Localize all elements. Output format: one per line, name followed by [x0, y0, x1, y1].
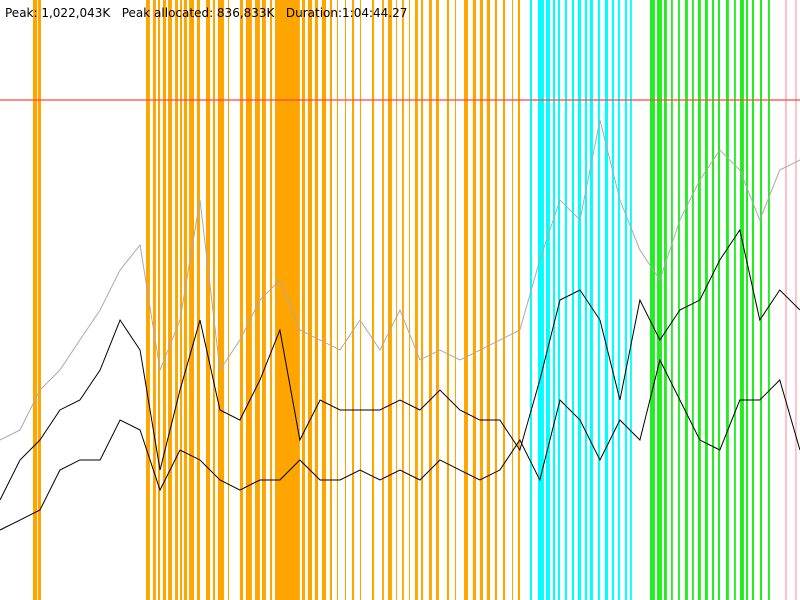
span	[795, 0, 797, 600]
span	[336, 0, 338, 600]
span	[157, 0, 161, 600]
span	[307, 0, 313, 600]
span	[382, 0, 384, 600]
span	[671, 0, 673, 600]
span	[624, 0, 627, 600]
span	[261, 0, 266, 600]
span	[371, 0, 375, 600]
span	[360, 0, 362, 600]
span	[611, 0, 614, 600]
span	[740, 0, 744, 600]
span	[329, 0, 333, 600]
span	[529, 0, 532, 600]
span	[196, 0, 200, 600]
span	[245, 0, 252, 600]
span	[557, 0, 561, 600]
span	[486, 0, 490, 600]
span	[502, 0, 506, 600]
span	[617, 0, 620, 600]
span	[217, 0, 225, 600]
span	[301, 0, 306, 600]
span	[512, 0, 514, 600]
span	[436, 0, 439, 600]
span	[314, 0, 319, 600]
span	[464, 0, 468, 600]
span	[205, 0, 211, 600]
span	[589, 0, 593, 600]
span	[239, 0, 244, 600]
span	[494, 0, 497, 600]
span	[37, 0, 41, 600]
span	[270, 0, 273, 600]
span	[751, 0, 755, 600]
span	[429, 0, 432, 600]
lines	[0, 119, 800, 531]
span	[597, 0, 600, 600]
span	[32, 0, 38, 600]
span	[396, 0, 398, 600]
span	[537, 0, 544, 600]
span	[552, 0, 556, 600]
span	[650, 0, 655, 600]
span	[454, 0, 456, 600]
span	[180, 0, 183, 600]
span	[517, 0, 521, 600]
span	[189, 0, 195, 600]
span	[711, 0, 715, 600]
span	[146, 0, 150, 600]
span	[577, 0, 582, 600]
span	[692, 0, 694, 600]
span	[564, 0, 568, 600]
span	[409, 0, 411, 600]
span	[420, 0, 424, 600]
span	[678, 0, 680, 600]
span	[175, 0, 178, 600]
span	[657, 0, 662, 600]
span	[388, 0, 392, 600]
span	[183, 0, 188, 600]
span	[472, 0, 476, 600]
series-line	[0, 119, 800, 441]
span	[227, 0, 230, 600]
span	[726, 0, 729, 600]
spans	[32, 0, 797, 600]
span	[153, 0, 156, 600]
span	[402, 0, 404, 600]
span	[321, 0, 327, 600]
span	[415, 0, 418, 600]
span	[212, 0, 216, 600]
span	[604, 0, 608, 600]
series-line	[0, 358, 800, 531]
series-line	[0, 228, 800, 501]
span	[759, 0, 763, 600]
span	[784, 0, 787, 600]
span	[584, 0, 587, 600]
span	[351, 0, 355, 600]
span	[745, 0, 749, 600]
span	[446, 0, 449, 600]
span	[734, 0, 736, 600]
span	[479, 0, 483, 600]
span	[545, 0, 550, 600]
span	[254, 0, 260, 600]
chart-title: Peak: 1,022,043K Peak allocated: 836,833…	[5, 6, 407, 20]
span	[168, 0, 172, 600]
span	[664, 0, 667, 600]
span	[630, 0, 632, 600]
span	[571, 0, 575, 600]
span	[768, 0, 770, 600]
span	[685, 0, 688, 600]
span	[344, 0, 347, 600]
span	[704, 0, 708, 600]
span	[717, 0, 721, 600]
span	[162, 0, 167, 600]
